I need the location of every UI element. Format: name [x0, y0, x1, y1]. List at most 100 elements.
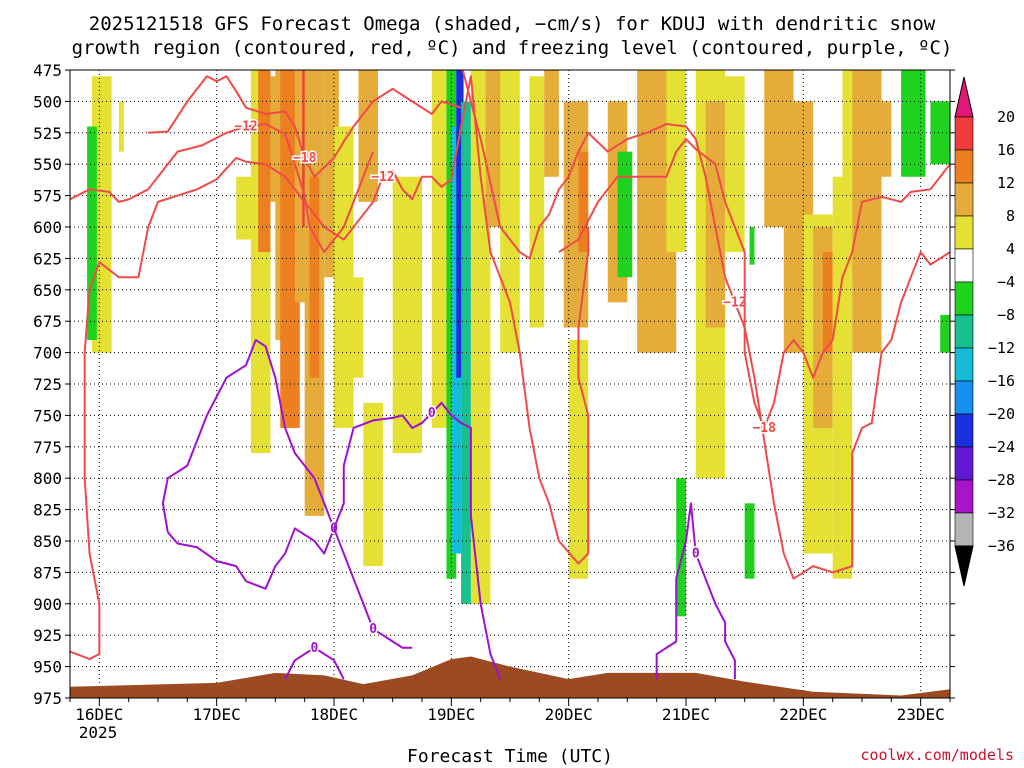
colorbar-bin [954, 281, 974, 316]
omega-cell-41 [744, 503, 755, 579]
omega-cell-12 [309, 176, 320, 378]
y-axis: 475 500 525 550 575 600 625 650 675 700 725 750 775 8… [33, 61, 955, 708]
colorbar-tick-label: −4 [997, 273, 1015, 291]
omega-cell-51 [871, 101, 892, 177]
omega-cell-52 [901, 70, 926, 177]
colorbar-bin [954, 479, 974, 514]
omega-cell-36 [666, 70, 686, 253]
contour-dgz-right-12-b [461, 70, 950, 580]
y-tick-label: 550 [33, 155, 62, 174]
colorbar: 20 16 12 8 4 −4 −8 −12 −16 −20 −24 −28 −32 −36 [954, 76, 1015, 587]
x-tick-label: 21DEC [662, 705, 710, 724]
omega-cell-54 [940, 314, 950, 353]
colorbar-tick-label: −32 [988, 504, 1015, 522]
y-tick-label: 700 [33, 344, 62, 363]
colorbar-bin [954, 512, 974, 547]
colorbar-bin [954, 380, 974, 415]
contour-label-frz-low-0: 0 [311, 641, 319, 656]
contour-frz-right-0 [655, 502, 736, 680]
x-tick-label: 17DEC [193, 705, 241, 724]
omega-cell-28 [529, 76, 545, 328]
omega-cell-17 [363, 402, 383, 567]
contour-frz-low-0 [284, 646, 345, 680]
x-tick-label: 22DEC [779, 705, 827, 724]
colorbar-tick-label: 4 [1006, 240, 1015, 258]
colorbar-bin [954, 215, 974, 250]
x-axis-title: Forecast Time (UTC) [407, 746, 613, 767]
contour-label-frz-mid-0: 0 [428, 406, 436, 421]
y-tick-label: 900 [33, 595, 62, 614]
x-axis-year-label: 2025 [79, 723, 118, 742]
contour-label-dgz-left-12: −12 [234, 120, 257, 135]
omega-cell-39 [705, 101, 726, 328]
contour-label-dgz-right-18: −18 [752, 421, 776, 436]
omega-cell-18 [392, 176, 422, 454]
contour-dgz-lower-12-a [70, 75, 590, 661]
terrain [70, 656, 950, 698]
colorbar-tick-label: −36 [988, 537, 1015, 555]
x-tick-label: 20DEC [545, 705, 593, 724]
y-tick-label: 725 [33, 375, 62, 394]
colorbar-bin [954, 413, 974, 448]
y-tick-label: 800 [33, 469, 62, 488]
omega-cell-53 [930, 101, 950, 165]
colorbar-tick-label: −24 [988, 438, 1015, 456]
gridlines [70, 70, 950, 698]
colorbar-bin [954, 149, 974, 184]
terrain-fill [70, 656, 950, 698]
y-tick-label: 650 [33, 281, 62, 300]
omega-cell-1 [87, 126, 97, 341]
colorbar-tick-label: 16 [997, 141, 1015, 159]
credit-text: coolwx.com/models [860, 746, 1014, 764]
contour-label-dgz-lower-12-a: −12 [371, 170, 394, 185]
y-tick-label: 825 [33, 501, 62, 520]
omega-cell-5 [258, 70, 271, 253]
y-tick-label: 525 [33, 124, 62, 143]
colorbar-tick-label: −12 [988, 339, 1015, 357]
omega-cell-2 [118, 101, 124, 152]
y-tick-label: 675 [33, 312, 62, 331]
contour-label-dgz-right-12-b: −12 [723, 295, 746, 310]
colorbar-tick-label: 12 [997, 174, 1015, 192]
y-tick-label: 775 [33, 438, 62, 457]
contour-label-frz-right-0: 0 [692, 547, 700, 562]
contour-dgz-upper-18 [148, 75, 462, 178]
chart-title-line-1: 2025121518 GFS Forecast Omega (shaded, −… [89, 13, 936, 35]
omega-cell-27 [500, 70, 520, 353]
omega-cell-47 [822, 252, 833, 353]
y-tick-label: 750 [33, 406, 62, 425]
y-tick-label: 600 [33, 218, 62, 237]
omega-cell-22 [456, 70, 464, 378]
colorbar-tick-label: −16 [988, 372, 1015, 390]
colorbar-bottom-arrow [954, 545, 974, 587]
colorbar-tick-label: −8 [997, 306, 1015, 324]
colorbar-tick-label: −28 [988, 471, 1015, 489]
y-tick-label: 575 [33, 187, 62, 206]
colorbar-bin [954, 116, 974, 151]
omega-cell-16 [348, 277, 364, 378]
y-tick-label: 875 [33, 563, 62, 582]
omega-cell-29 [544, 70, 559, 177]
x-axis: 16DEC 17DEC 18DEC 19DEC 20DEC 21DEC 22DEC 23DEC [69, 698, 951, 724]
y-tick-label: 950 [33, 658, 62, 677]
contour-frz-mid-0 [333, 401, 502, 680]
x-tick-label: 19DEC [427, 705, 475, 724]
chart-title-line-2: growth region (contoured, red, ºC) and f… [72, 37, 953, 59]
contour-dgz-left-12 [70, 123, 375, 254]
contour-label-frz-low-0-b: 0 [369, 622, 377, 637]
x-tick-label: 18DEC [310, 705, 358, 724]
omega-cell-42 [749, 227, 755, 265]
contour-dgz-right-18 [558, 138, 950, 429]
colorbar-bin [954, 347, 974, 382]
omega-cell-37 [676, 478, 686, 617]
x-tick-label: 23DEC [897, 705, 945, 724]
x-tick-label: 16DEC [75, 705, 123, 724]
y-tick-label: 500 [33, 92, 62, 111]
y-tick-label: 975 [33, 689, 62, 708]
y-tick-label: 625 [33, 249, 62, 268]
y-tick-label: 850 [33, 532, 62, 551]
contour-label-dgz-upper-18: −18 [293, 151, 317, 166]
omega-cell-19 [431, 70, 447, 428]
